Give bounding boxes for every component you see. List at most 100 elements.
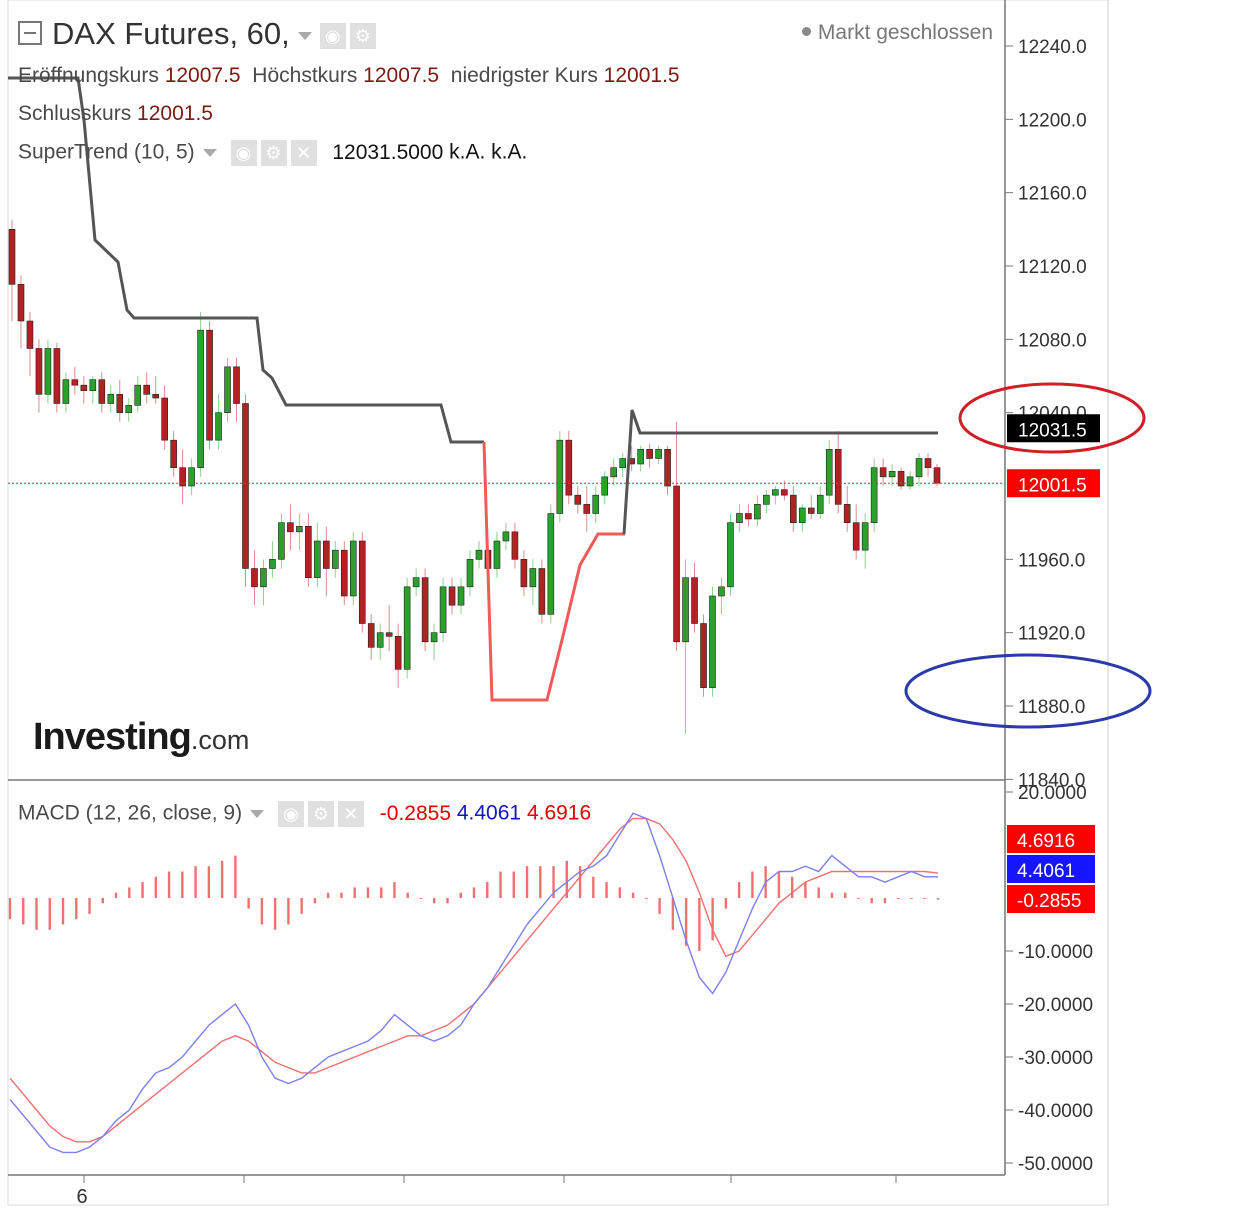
candle-body	[340, 549, 348, 597]
open-label: Eröffnungskurs	[18, 64, 159, 87]
macd-histogram-bar	[326, 892, 330, 898]
candle-body	[727, 522, 734, 588]
macd-histogram-bar	[658, 898, 661, 914]
candle-body	[574, 494, 582, 505]
gear-icon[interactable]: ⚙	[260, 140, 287, 166]
candle-body	[403, 586, 411, 670]
candle-body	[583, 504, 591, 514]
candle-body	[691, 577, 698, 624]
candle-body	[888, 471, 896, 478]
candle-body	[511, 531, 519, 560]
candle-body	[367, 623, 375, 648]
close-value: 12001.5	[137, 102, 213, 125]
candle-body	[520, 559, 528, 588]
chevron-down-icon[interactable]	[202, 149, 217, 157]
collapse-icon[interactable]	[18, 20, 42, 45]
macd-signal-badge	[1007, 825, 1095, 853]
candle-body	[26, 320, 34, 349]
candle-body	[529, 568, 537, 588]
candle-body	[134, 384, 142, 406]
macd-histogram-bar	[512, 871, 515, 898]
candle-body	[233, 366, 240, 404]
ohlc-legend-row2: Schlusskurs 12001.5	[18, 102, 213, 126]
candle-body	[619, 458, 626, 468]
chart-title: DAX Futures, 60,	[52, 16, 290, 51]
macd-histogram-bar	[804, 882, 807, 898]
macd-histogram-bar	[883, 898, 887, 904]
chevron-down-icon[interactable]	[250, 810, 265, 818]
macd-line-badge	[1007, 855, 1095, 883]
macd-histogram-bar	[366, 887, 370, 898]
candle-body	[62, 379, 70, 404]
candle-body	[44, 348, 52, 395]
gear-icon[interactable]: ⚙	[349, 22, 376, 49]
red-annotation-ellipse	[958, 382, 1146, 454]
macd-histogram-bar	[472, 887, 476, 898]
candle-body	[35, 348, 43, 395]
macd-tick-label: -30.0000	[1018, 1048, 1093, 1069]
candle-body	[98, 379, 106, 404]
macd-histogram-bar	[671, 898, 675, 930]
blue-annotation-ellipse	[904, 653, 1152, 729]
supertrend-value: 12031.5000	[332, 140, 444, 164]
candle-body	[376, 632, 384, 648]
high-value: 12007.5	[363, 64, 440, 87]
candle-body	[556, 439, 564, 514]
candle-body	[700, 623, 707, 688]
candle-body	[790, 494, 797, 523]
chevron-down-icon[interactable]	[297, 31, 312, 40]
macd-histogram-bar	[751, 871, 754, 898]
candle-body	[861, 522, 869, 551]
macd-histogram-bar	[75, 898, 78, 920]
candle-body	[538, 568, 546, 615]
eye-icon[interactable]: ◉	[230, 140, 257, 166]
close-icon[interactable]: ✕	[290, 140, 317, 166]
eye-icon[interactable]: ◉	[319, 22, 346, 49]
candle-body	[89, 379, 97, 391]
close-icon[interactable]: ✕	[337, 801, 364, 827]
candle-body	[655, 449, 662, 459]
macd-histogram-bar	[631, 892, 635, 898]
price-tick-label: 12120.0	[1018, 257, 1087, 278]
macd-histogram-bar	[499, 871, 502, 898]
price-tick-label: 12240.0	[1018, 37, 1087, 58]
macd-histogram-bar	[618, 887, 622, 898]
candle-body	[278, 522, 285, 560]
macd-tick-label: -40.0000	[1018, 1101, 1093, 1122]
macd-histogram-bar	[578, 866, 582, 898]
macd-histogram-bar	[128, 887, 131, 898]
chart-frame	[7, 0, 1109, 1206]
eye-icon[interactable]: ◉	[277, 801, 304, 827]
candle-body	[358, 540, 366, 624]
macd-line	[9, 812, 938, 1154]
candle-body	[646, 449, 653, 459]
candle-body	[816, 494, 824, 514]
macd-legend[interactable]: MACD (12, 26, close, 9) ◉ ⚙ ✕ -0.2855 4.40…	[18, 801, 591, 827]
candle-body	[718, 586, 725, 597]
macd-histogram-bar	[525, 866, 529, 898]
low-label: niedrigster Kurs	[450, 64, 598, 87]
macd-histogram-bar	[393, 882, 396, 898]
candle-body	[242, 403, 249, 569]
macd-histogram-bar	[88, 898, 91, 914]
chart-title-bar[interactable]: DAX Futures, 60, ◉ ⚙	[18, 16, 380, 52]
macd-histogram-bar	[167, 871, 171, 898]
price-tick-label: 11840.0	[1018, 770, 1085, 791]
macd-histogram-group	[8, 855, 940, 951]
candle-body	[412, 577, 420, 588]
price-tick-label: 11960.0	[1018, 550, 1085, 571]
macd-histogram-bar	[433, 898, 436, 904]
macd-histogram-bar	[565, 860, 568, 898]
price-tick-label: 12160.0	[1018, 184, 1087, 205]
candle-body	[260, 568, 267, 588]
supertrend-down-line	[8, 76, 484, 444]
candle-body	[610, 467, 617, 478]
macd-histogram-bar	[698, 898, 701, 951]
supertrend-legend[interactable]: SuperTrend (10, 5) ◉ ⚙ ✕ 12031.5000 k.A. k…	[18, 140, 527, 166]
candle-body	[915, 458, 923, 478]
candle-body	[152, 394, 159, 399]
macd-histogram-bar	[48, 898, 51, 930]
gear-icon[interactable]: ⚙	[307, 801, 334, 827]
macd-tick-label: -20.0000	[1018, 995, 1093, 1016]
